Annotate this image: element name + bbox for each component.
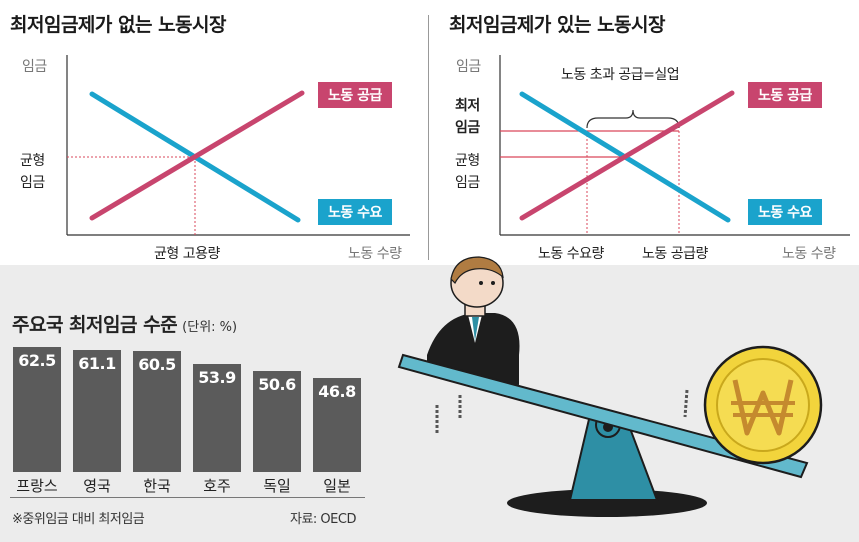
left-supply-line — [89, 90, 305, 221]
right-x-axis-label: 노동 수량 — [782, 246, 836, 262]
right-min-wage-label-1: 최저 — [455, 98, 480, 114]
right-y-axis-label: 임금 — [456, 59, 481, 75]
bar-category-label: 프랑스 — [16, 477, 58, 495]
panel-divider — [428, 15, 429, 260]
left-demand-tag: 노동 수요 — [318, 199, 392, 225]
bar-chart: 62.5 프랑스 61.1 영국 60.5 한국 53.9 호주 50.6 독일 46.8 일본 — [0, 0, 400, 542]
left-supply-demand-chart — [66, 55, 410, 236]
left-y-axis-label: 임금 — [22, 59, 47, 75]
bar-독일 — [253, 370, 301, 472]
left-supply-tag: 노동 공급 — [318, 82, 392, 108]
right-qs-label: 노동 공급량 — [642, 246, 708, 262]
bar-chart-note: ※중위임금 대비 최저임금 — [12, 512, 145, 527]
left-x-axis-label: 노동 수량 — [348, 246, 402, 262]
left-eq-employment-label: 균형 고용량 — [154, 246, 220, 262]
bar-chart-baseline — [10, 497, 365, 498]
bar-프랑스 — [13, 347, 61, 472]
seesaw-illustration — [397, 256, 823, 517]
seesaw-plank-icon — [397, 353, 809, 479]
right-chart-title: 최저임금제가 있는 노동시장 — [449, 14, 666, 36]
bar-category-label: 한국 — [143, 477, 171, 495]
right-eq-wage-label-1: 균형 — [455, 153, 480, 169]
bar-호주 — [193, 364, 241, 472]
right-supply-demand-chart — [499, 55, 850, 236]
bar-chart-source: 자료: OECD — [290, 512, 356, 527]
excess-supply-brace — [586, 109, 680, 129]
left-eq-wage-label-2: 임금 — [20, 175, 45, 191]
bar-category-label: 일본 — [323, 477, 351, 495]
bar-chart-title: 주요국 최저임금 수준 — [12, 314, 178, 336]
bar-value-label: 60.5 — [138, 355, 176, 374]
bar-category-label: 영국 — [83, 477, 111, 495]
left-eq-wage-label-1: 균형 — [20, 153, 45, 169]
bar-value-label: 50.6 — [258, 374, 296, 394]
bar-한국 — [133, 351, 181, 472]
won-coin-icon — [703, 345, 823, 465]
bar-value-label: 46.8 — [318, 382, 356, 402]
right-demand-tag: 노동 수요 — [748, 199, 822, 225]
ground-shadow — [507, 489, 707, 517]
bar-영국 — [73, 349, 121, 472]
bar-category-label: 호주 — [203, 477, 231, 495]
right-excess-supply-label: 노동 초과 공급=실업 — [561, 67, 680, 83]
right-supply-tag: 노동 공급 — [748, 82, 822, 108]
right-qd-label: 노동 수요량 — [538, 246, 604, 262]
bar-chart-title-row: 주요국 최저임금 수준 (단위: %) — [12, 310, 237, 337]
bar-value-label: 61.1 — [78, 353, 116, 373]
left-chart-title: 최저임금제가 없는 노동시장 — [10, 14, 227, 36]
right-min-wage-label-2: 임금 — [455, 120, 480, 136]
bar-chart-unit: (단위: %) — [182, 320, 238, 335]
bar-category-label: 독일 — [263, 477, 291, 495]
right-eq-wage-label-2: 임금 — [455, 175, 480, 191]
right-supply-line — [519, 90, 735, 221]
bar-value-label: 53.9 — [198, 368, 236, 388]
bar-일본 — [313, 378, 361, 472]
bar-value-label: 62.5 — [18, 351, 56, 370]
